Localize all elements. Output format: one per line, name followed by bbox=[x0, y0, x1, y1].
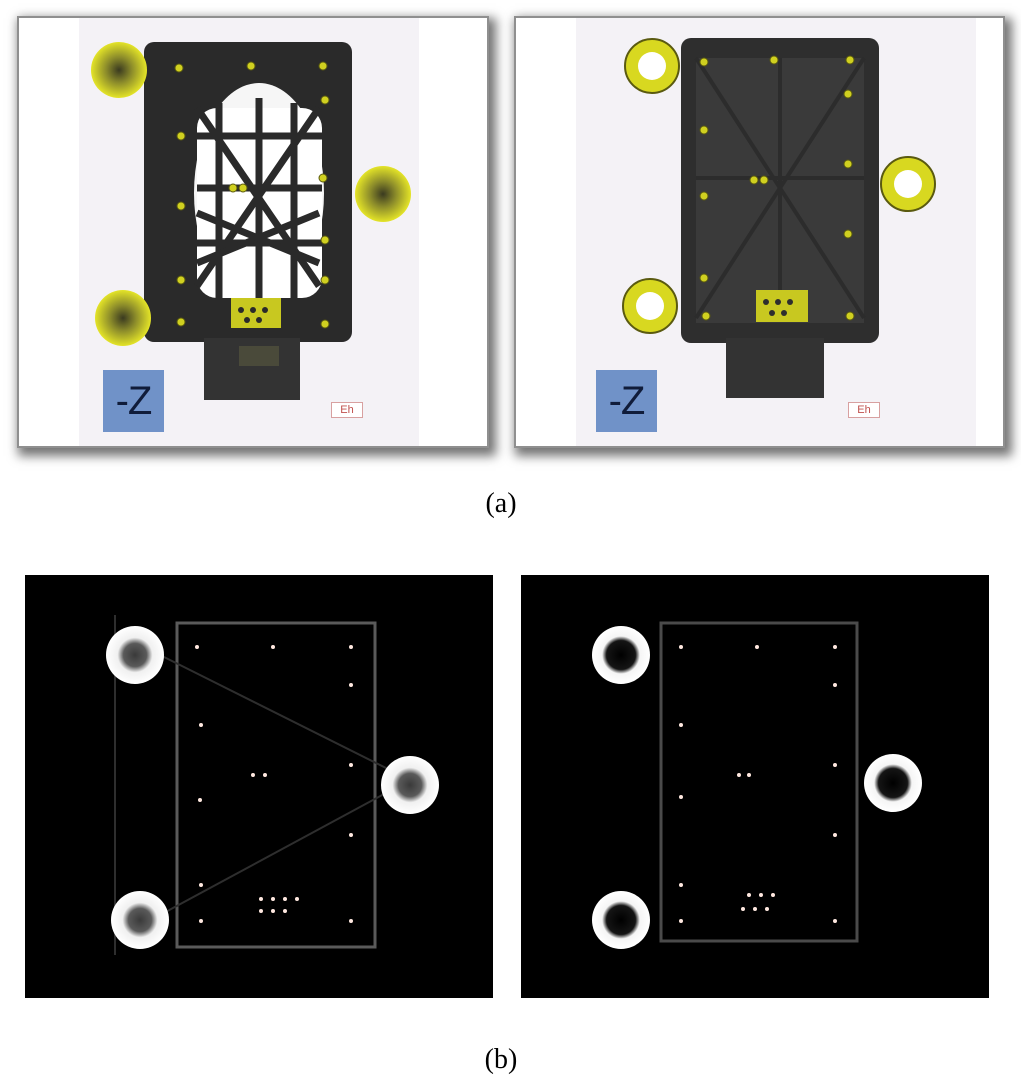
rendering-left-frame: -Z Eh bbox=[19, 18, 487, 446]
connector bbox=[726, 338, 824, 398]
mount-ear bbox=[355, 166, 411, 222]
mount-ear-ring bbox=[880, 156, 936, 212]
mount-ear bbox=[95, 290, 151, 346]
axis-badge: -Z bbox=[103, 370, 164, 432]
rendering-right-frame: -Z Eh bbox=[516, 18, 1003, 446]
caption-a: (a) bbox=[485, 488, 517, 519]
ct-slice-right-image bbox=[592, 621, 922, 949]
mount-ear-ring bbox=[624, 38, 680, 94]
ct-slice-left bbox=[25, 575, 493, 998]
vendor-logo: Eh bbox=[848, 402, 880, 418]
vendor-logo: Eh bbox=[331, 402, 363, 418]
mount-ear bbox=[91, 42, 147, 98]
rendering-left-image bbox=[79, 18, 419, 446]
caption-b: (b) bbox=[484, 1044, 518, 1075]
mount-ear-ring bbox=[622, 278, 678, 334]
ct-slice-left-image bbox=[106, 615, 439, 955]
rendering-right-image bbox=[576, 18, 976, 446]
axis-badge: -Z bbox=[596, 370, 657, 432]
ct-slice-right bbox=[521, 575, 989, 998]
